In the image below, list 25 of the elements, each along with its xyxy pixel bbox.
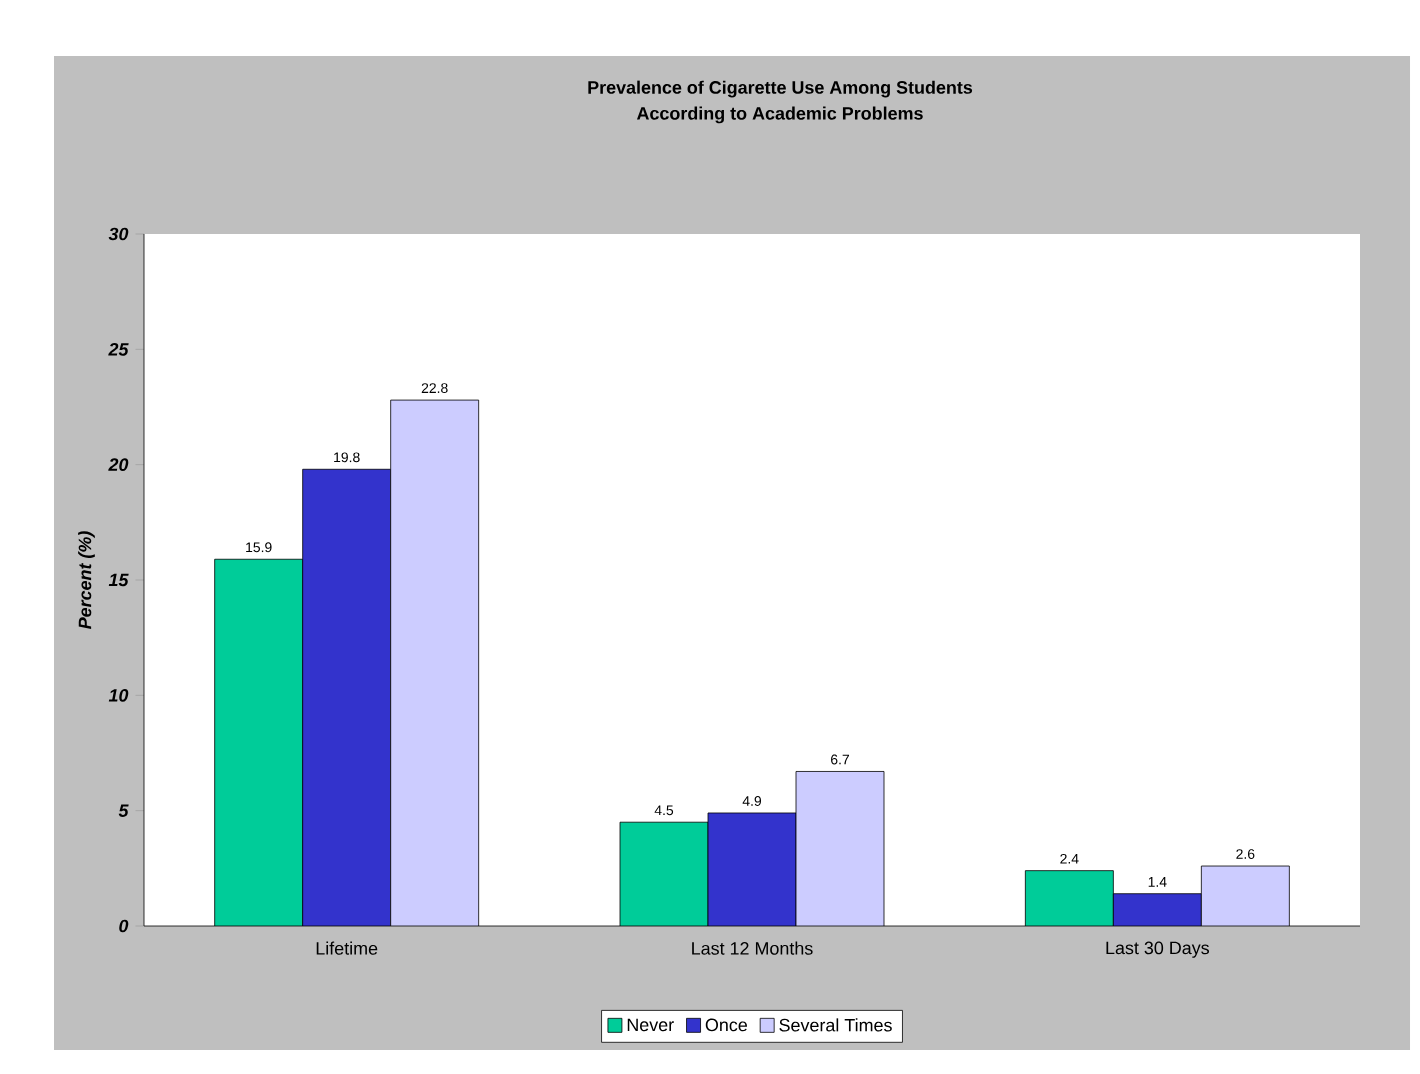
legend-label: Once (705, 1018, 747, 1032)
y-tick-label: 25 (108, 342, 129, 356)
x-tick-label: Lifetime (316, 941, 378, 955)
chart-subtitle: According to Academic Problems (636, 106, 923, 124)
bar (302, 469, 391, 926)
bar (796, 771, 885, 926)
x-tick-label: Last 30 Days (1106, 941, 1209, 958)
y-tick-label: 10 (108, 688, 129, 702)
legend-label: Never (627, 1018, 674, 1032)
y-tick-label: 0 (119, 919, 129, 933)
bar (390, 400, 479, 926)
bar (1112, 893, 1202, 926)
chart-title: Prevalence of Cigarette Use Among Students (588, 80, 973, 98)
bar (1024, 870, 1114, 926)
x-tick-label: Last 12 Months (692, 941, 813, 955)
y-tick-label: 20 (108, 458, 129, 472)
legend-label: Several Times (779, 1018, 892, 1032)
bar (708, 812, 797, 926)
y-axis-title: Percent (%) (78, 531, 95, 630)
y-tick-label: 15 (108, 573, 129, 587)
bar (214, 559, 303, 926)
y-tick-label: 5 (118, 804, 129, 817)
y-tick-label: 30 (108, 227, 129, 241)
bar (1200, 865, 1290, 926)
bar (620, 822, 709, 926)
